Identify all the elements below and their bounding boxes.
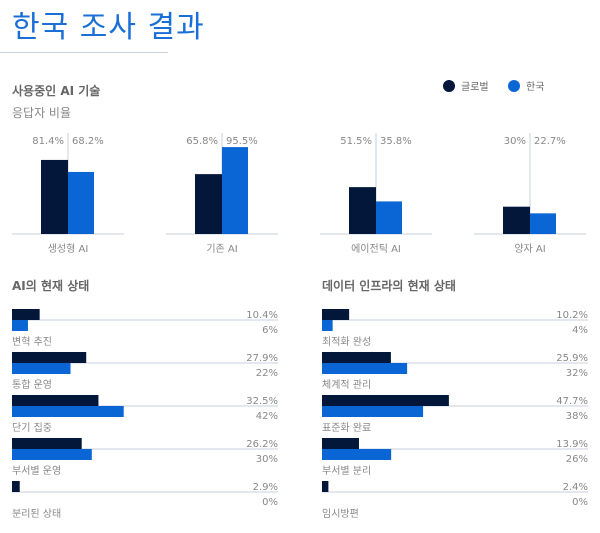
title-divider <box>0 52 168 53</box>
bar-value-label: 22% <box>256 368 278 379</box>
chart-subtitle: 응답자 비율 <box>12 106 72 120</box>
bar-value-label: 81.4% <box>32 136 64 147</box>
legend-korea-label: 한국 <box>526 82 545 93</box>
bar-korea <box>12 449 92 460</box>
chart-title-ai-tech: 사용중인 AI 기술 <box>12 84 101 98</box>
bar-value-label: 6% <box>262 325 278 336</box>
bar-value-label: 30% <box>256 454 278 465</box>
category-label: 통합 운영 <box>12 379 52 391</box>
bar-korea <box>322 320 333 331</box>
chart-title-data-infra: 데이터 인프라의 현재 상태 <box>322 279 456 293</box>
bar-value-label: 68.2% <box>72 136 104 147</box>
legend-korea: 한국 <box>508 78 544 93</box>
category-label: 부서별 운영 <box>12 465 61 477</box>
category-label: 표준화 완료 <box>322 422 371 434</box>
bar-value-label: 47.7% <box>556 396 588 407</box>
bar-korea <box>68 171 94 234</box>
bar-korea <box>12 406 124 417</box>
bar-global <box>349 187 376 234</box>
bar-value-label: 30% <box>504 136 526 147</box>
bar-korea <box>322 449 392 460</box>
bar-value-label: 26.2% <box>246 439 278 450</box>
category-label: 에이전틱 AI <box>351 243 401 255</box>
bar-global <box>41 159 68 234</box>
category-label: 분리된 상태 <box>12 508 61 520</box>
bar-global <box>322 309 350 320</box>
bar-korea <box>12 363 71 374</box>
bar-global <box>322 395 449 406</box>
category-label: 기존 AI <box>206 243 237 255</box>
bar-value-label: 0% <box>572 497 588 508</box>
bar-global <box>12 438 82 449</box>
bar-value-label: 4% <box>572 325 588 336</box>
bar-value-label: 10.4% <box>246 310 278 321</box>
bar-value-label: 32.5% <box>246 396 278 407</box>
bar-global <box>503 206 530 234</box>
legend-global-swatch <box>443 79 455 92</box>
bar-korea <box>322 406 424 417</box>
bar-korea <box>376 201 402 234</box>
bar-value-label: 95.5% <box>226 136 258 147</box>
bar-value-label: 42% <box>256 411 278 422</box>
bar-global <box>12 395 99 406</box>
page-title: 한국 조사 결과 <box>12 10 205 45</box>
bar-value-label: 51.5% <box>340 136 372 147</box>
bar-global <box>322 438 359 449</box>
bar-global <box>195 174 222 234</box>
bar-global <box>12 309 40 320</box>
bar-value-label: 2.9% <box>253 482 278 493</box>
category-label: 변혁 추진 <box>12 336 52 348</box>
legend-korea-swatch <box>508 79 520 92</box>
bar-value-label: 27.9% <box>246 353 278 364</box>
bar-korea <box>12 320 28 331</box>
bar-global <box>12 481 20 492</box>
legend-global-label: 글로벌 <box>461 82 489 93</box>
legend-global: 글로벌 <box>443 78 489 93</box>
bar-value-label: 10.2% <box>556 310 588 321</box>
bar-value-label: 26% <box>566 454 588 465</box>
bar-global <box>322 481 329 492</box>
category-label: 체계적 관리 <box>322 379 371 391</box>
bar-global <box>12 352 87 363</box>
category-label: 최적화 완성 <box>322 336 371 348</box>
chart-title-ai-state: AI의 현재 상태 <box>12 279 90 293</box>
category-label: 단기 집중 <box>12 422 52 434</box>
bar-korea <box>530 213 556 234</box>
bar-value-label: 2.4% <box>563 482 588 493</box>
bar-korea <box>222 147 248 234</box>
category-label: 임시방편 <box>322 507 359 520</box>
bar-value-label: 0% <box>262 497 278 508</box>
bar-value-label: 65.8% <box>186 136 218 147</box>
bar-korea <box>322 363 408 374</box>
bar-value-label: 38% <box>566 411 588 422</box>
bar-value-label: 35.8% <box>380 136 412 147</box>
bar-value-label: 22.7% <box>534 136 566 147</box>
category-label: 부서별 분리 <box>322 465 371 477</box>
bar-value-label: 25.9% <box>556 353 588 364</box>
category-label: 양자 AI <box>514 243 545 255</box>
bar-value-label: 13.9% <box>556 439 588 450</box>
bar-global <box>322 352 391 363</box>
bar-value-label: 32% <box>566 368 588 379</box>
category-label: 생성형 AI <box>48 243 89 255</box>
